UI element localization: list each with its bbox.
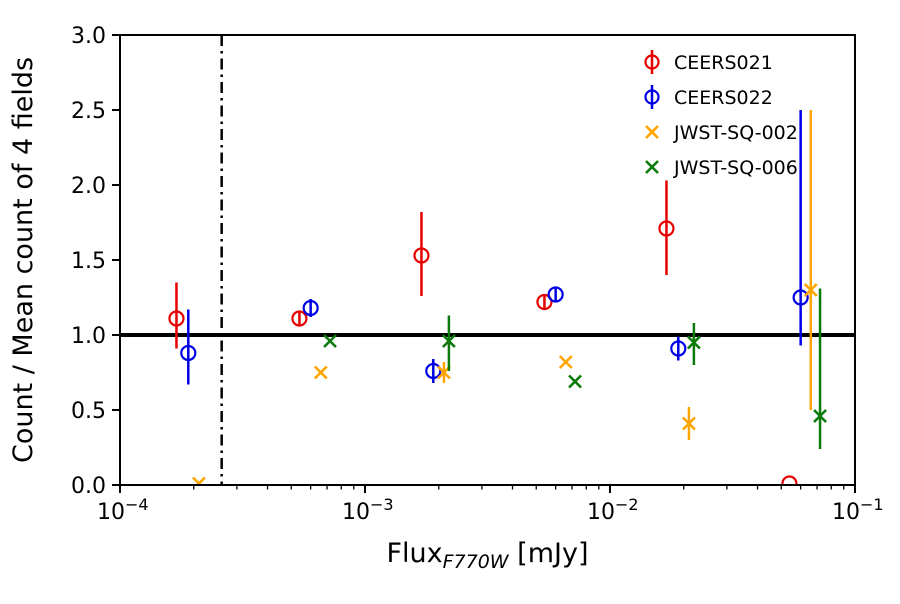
- data-point-x: [323, 334, 337, 348]
- series-CEERS022: [180, 110, 809, 385]
- legend-item-CEERS021: CEERS021: [644, 50, 773, 74]
- data-point-x: [195, 476, 206, 485]
- x-axis-label: FluxF770W [mJy]: [386, 538, 588, 573]
- y-tick-label: 0.5: [71, 399, 106, 424]
- legend-item-JWST-SQ-002: JWST-SQ-002: [645, 122, 798, 144]
- data-point-x: [803, 283, 818, 297]
- data-point-circle: [302, 299, 319, 317]
- data-series: [168, 110, 827, 485]
- data-point-circle: [658, 220, 675, 237]
- data-point-circle: [413, 247, 430, 264]
- series-CEERS021: [168, 180, 798, 485]
- data-point-x: [441, 334, 456, 348]
- data-point-x: [686, 335, 701, 350]
- reference-lines: [120, 35, 855, 485]
- axis-ticks: 10−4 10−3 10−2 10−1 0.0 0.5 1.0 1.5 2.0 2.5 3.0: [71, 24, 884, 525]
- data-point-circle: [670, 340, 687, 357]
- y-tick-label: 2.5: [71, 99, 106, 124]
- legend: CEERS021 CEERS022 JWST-SQ-002 JWST-SQ-006: [644, 50, 798, 179]
- x-tick-label: 10−1: [832, 495, 884, 525]
- y-tick-label: 1.0: [71, 324, 106, 349]
- legend-label: CEERS022: [674, 87, 773, 109]
- legend-circle-glyph: [644, 54, 660, 70]
- x-tick-label: 10−4: [97, 495, 149, 525]
- data-point-circle: [547, 286, 564, 303]
- legend-item-JWST-SQ-006: JWST-SQ-006: [645, 157, 798, 179]
- series-JWST-SQ-002: [192, 110, 818, 485]
- series-JWST-SQ-006: [323, 288, 827, 449]
- data-point-circle: [180, 344, 197, 362]
- x-tick-label: 10−3: [342, 495, 394, 525]
- x-tick-label: 10−2: [587, 495, 639, 525]
- y-tick-label: 1.5: [71, 249, 106, 274]
- legend-x-glyph: [645, 160, 659, 174]
- y-tick-label: 0.0: [71, 474, 106, 499]
- y-tick-label: 2.0: [71, 174, 106, 199]
- data-point-circle: [291, 310, 308, 327]
- data-point-x: [813, 409, 827, 423]
- data-point-circle: [168, 310, 185, 327]
- legend-circle-glyph: [644, 89, 660, 105]
- data-point-circle: [425, 362, 442, 380]
- y-axis-label: Count / Mean count of 4 fields: [8, 57, 39, 463]
- data-point-x: [313, 365, 328, 380]
- legend-label: JWST-SQ-002: [673, 122, 798, 144]
- legend-label: CEERS021: [674, 52, 773, 74]
- legend-label: JWST-SQ-006: [673, 157, 798, 179]
- data-point-x: [682, 416, 696, 431]
- data-point-x: [568, 374, 582, 389]
- data-point-circle: [781, 475, 798, 485]
- data-point-x: [558, 355, 573, 369]
- y-tick-label: 3.0: [71, 24, 106, 49]
- data-point-circle: [536, 293, 553, 311]
- legend-x-glyph: [645, 125, 659, 139]
- legend-item-CEERS022: CEERS022: [644, 85, 773, 109]
- data-point-circle: [792, 289, 809, 306]
